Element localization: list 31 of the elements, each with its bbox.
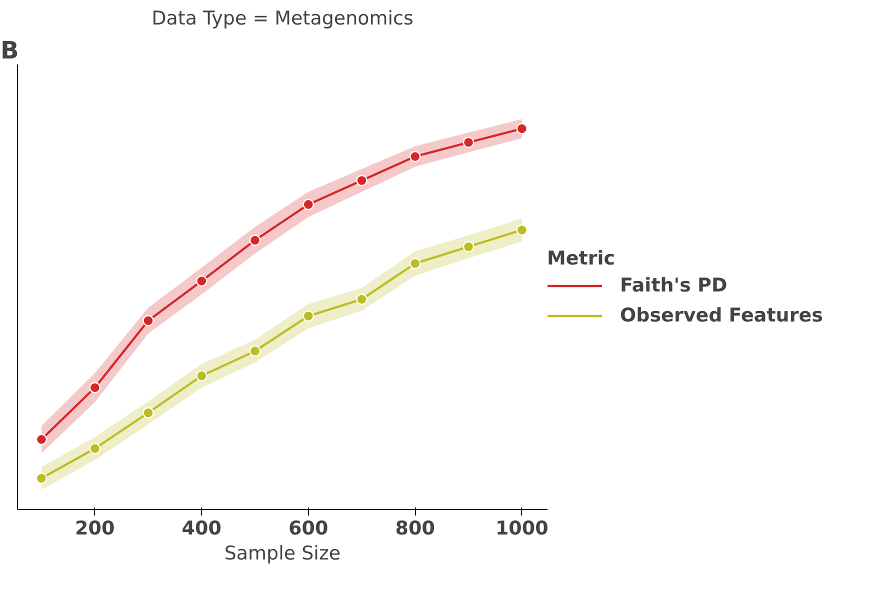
point — [516, 224, 528, 236]
point — [356, 174, 368, 186]
point — [142, 315, 154, 326]
point — [516, 123, 528, 134]
legend-label: Observed Features — [620, 304, 823, 326]
x-tick-label: 200 — [75, 518, 115, 540]
chart-title: Data Type = Metagenomics — [152, 8, 414, 30]
x-axis-title: Sample Size — [224, 542, 341, 564]
point — [249, 234, 261, 246]
x-tick-label: 1000 — [495, 518, 548, 540]
point — [249, 345, 261, 357]
x-tick-label: 600 — [288, 518, 328, 540]
legend-title: Metric — [547, 247, 616, 269]
point — [196, 275, 208, 287]
point — [302, 198, 314, 210]
x-tick-label: 400 — [182, 518, 222, 540]
point — [89, 442, 100, 454]
legend-label: Faith's PD — [620, 274, 728, 296]
point — [36, 472, 48, 484]
point — [356, 294, 368, 305]
point — [410, 150, 421, 162]
point — [462, 136, 474, 148]
point — [302, 310, 314, 322]
text: B — [0, 36, 19, 64]
point — [142, 407, 154, 418]
point — [410, 258, 421, 270]
point — [462, 241, 474, 252]
x-tick-label: 800 — [395, 518, 435, 540]
point — [196, 370, 208, 382]
point — [89, 382, 100, 394]
point — [36, 434, 48, 446]
